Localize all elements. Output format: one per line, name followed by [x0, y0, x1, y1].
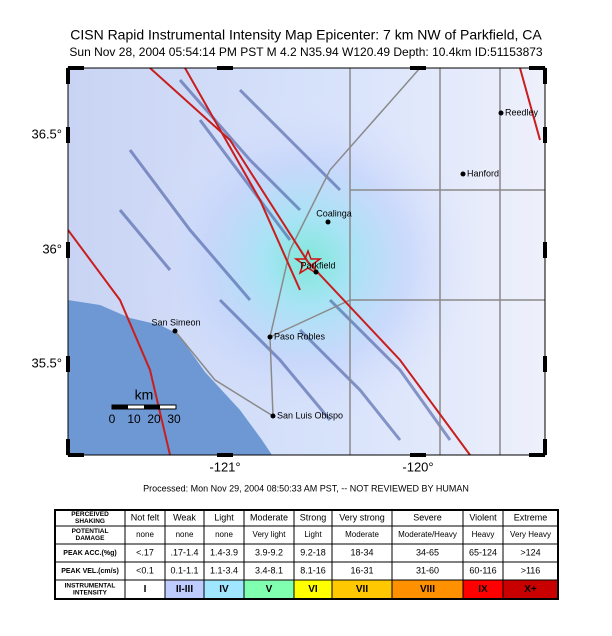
map-frame: [67, 67, 546, 456]
table-text: Violent: [469, 512, 497, 522]
title: CISN Rapid Instrumental Intensity Map Ep…: [70, 27, 542, 43]
roads: [174, 68, 545, 455]
lat-label: 36°: [42, 241, 62, 256]
table-text: none: [176, 530, 194, 539]
table-text: 16-31: [350, 565, 373, 575]
subtitle: Sun Nov 28, 2004 05:54:14 PM PST M 4.2 N…: [69, 45, 543, 59]
city-label: Parkfield: [300, 260, 335, 270]
row-header: INSTRUMENTAL: [65, 583, 116, 590]
scale-label: 20: [147, 412, 161, 426]
scale-unit: km: [135, 387, 154, 403]
table-text: Very light: [253, 530, 287, 539]
table-text: <0.1: [136, 565, 154, 575]
table-text: none: [136, 530, 154, 539]
table-text: 65-124: [469, 547, 497, 557]
epicenter-star: [293, 248, 323, 275]
scale-bar: [111, 404, 177, 410]
table-text: Weak: [173, 512, 196, 522]
row-header: PEAK VEL.(cm/s): [61, 568, 119, 575]
table-text: II-III: [176, 584, 193, 595]
scale-label: 30: [167, 412, 181, 426]
city-dot: [498, 110, 504, 116]
scale-label: 0: [109, 412, 116, 426]
city-dot: [270, 413, 276, 419]
table-text: Strong: [300, 512, 327, 522]
city-dot: [267, 334, 273, 340]
table-text: VI: [308, 584, 318, 595]
table-text: none: [215, 530, 233, 539]
table-text: 31-60: [416, 565, 439, 575]
row-header: SHAKING: [75, 518, 105, 525]
table-border: [54, 509, 559, 600]
city-dot: [460, 171, 466, 177]
table-text: Light: [214, 512, 234, 522]
table-text: Severe: [413, 512, 442, 522]
city-dot: [172, 328, 178, 334]
table-text: 1.4-3.9: [210, 547, 238, 557]
table-text: 34-65: [416, 547, 439, 557]
city-label: Reedley: [505, 107, 539, 117]
table-text: Not felt: [131, 512, 160, 522]
table-text: Very Heavy: [510, 530, 551, 539]
table-text: 3.9-9.2: [255, 547, 283, 557]
table-text: .17-1.4: [170, 547, 198, 557]
table-text: 1.1-3.4: [210, 565, 238, 575]
city-label: Paso Robles: [274, 331, 326, 341]
map-area: [68, 68, 545, 455]
city-label: San Simeon: [151, 317, 200, 327]
table-text: >124: [520, 547, 540, 557]
table-text: 8.1-16: [300, 565, 326, 575]
table-text: Moderate: [250, 512, 288, 522]
table-text: >116: [521, 565, 541, 575]
table-text: 9.2-18: [300, 547, 326, 557]
city-label: Coalinga: [316, 208, 352, 218]
table-text: V: [266, 584, 273, 595]
row-header: PERCEIVED: [71, 511, 109, 518]
table-text: 60-116: [469, 565, 496, 575]
table-text: Extreme: [514, 512, 548, 522]
city-label: San Luis Obispo: [277, 410, 343, 420]
table-text: Very strong: [339, 512, 385, 522]
lon-label: -121°: [209, 459, 240, 474]
scale-label: 10: [127, 412, 141, 426]
faults: [68, 68, 541, 455]
ocean: [68, 300, 272, 455]
table-text: 0.1-1.1: [170, 565, 198, 575]
table-text: 3.4-8.1: [255, 565, 283, 575]
table-text: Heavy: [472, 530, 495, 539]
table-text: Light: [304, 530, 322, 539]
lat-label: 35.5°: [31, 355, 62, 370]
table-text: Moderate/Heavy: [398, 530, 457, 539]
lon-label: -120°: [402, 459, 433, 474]
table-text: IV: [219, 584, 229, 595]
table-text: VIII: [420, 584, 435, 595]
table-text: Moderate: [345, 530, 379, 539]
table-text: 18-34: [350, 547, 373, 557]
row-header: INTENSITY: [73, 590, 108, 597]
city-dot: [325, 219, 331, 225]
lat-label: 36.5°: [31, 126, 62, 141]
row-header: DAMAGE: [76, 535, 106, 542]
table-text: VII: [356, 584, 368, 595]
table-text: X+: [524, 584, 537, 595]
row-header: PEAK ACC.(%g): [63, 550, 116, 557]
table-text: I: [144, 584, 147, 595]
city-label: Hanford: [467, 168, 499, 178]
processed-note: Processed: Mon Nov 29, 2004 08:50:33 AM …: [143, 483, 469, 493]
city-dot: [313, 269, 319, 275]
table-text: <.17: [136, 547, 154, 557]
row-header: POTENTIAL: [72, 528, 109, 535]
table-text: IX: [478, 584, 488, 595]
